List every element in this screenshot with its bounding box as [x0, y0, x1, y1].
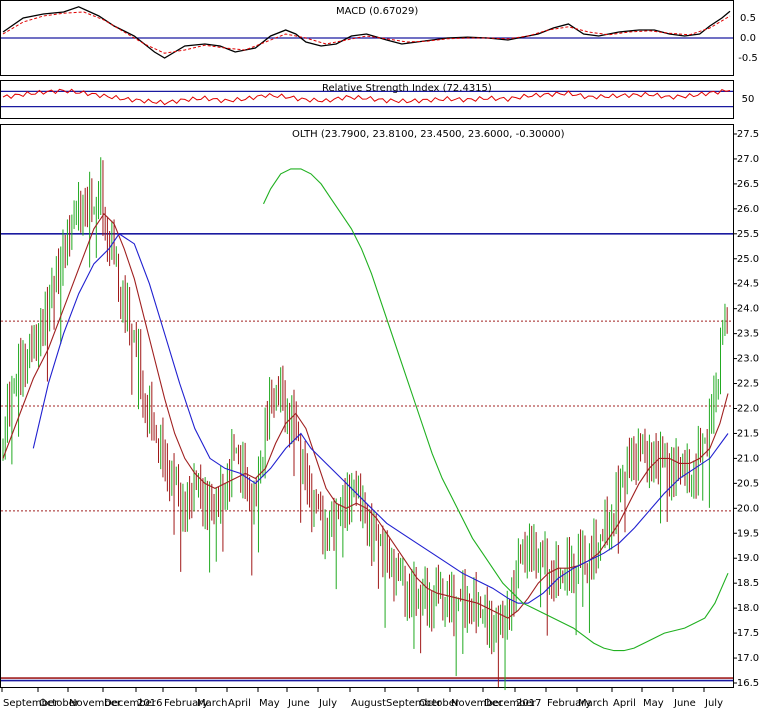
macd-signal-line	[2, 11, 731, 54]
price-tick-label: 21.0	[737, 453, 759, 464]
x-tick-label: November	[69, 698, 122, 709]
price-tick-label: 16.5	[737, 678, 759, 689]
x-tick-label: July	[704, 698, 723, 709]
x-tick-label: 2016	[137, 698, 162, 709]
x-tick-label: September	[3, 698, 59, 709]
price-tick-label: 18.0	[737, 603, 759, 614]
price-tick-label: 24.5	[737, 279, 759, 290]
price-ma-long-line	[263, 168, 729, 652]
price-tick-label: 19.0	[737, 553, 759, 564]
price-tick-label: 17.5	[737, 628, 759, 639]
price-panel-frame	[0, 124, 734, 688]
price-tick-label: 27.0	[737, 154, 759, 165]
price-tick-label: 22.0	[737, 403, 759, 414]
x-tick-label: March	[197, 698, 227, 709]
price-tick-label: 24.0	[737, 304, 759, 315]
x-tick-label: July	[318, 698, 337, 709]
macd-tick-label: 0.5	[740, 13, 756, 24]
macd-macd-line	[2, 6, 731, 59]
x-tick-label: 2017	[516, 698, 541, 709]
x-tick-label: May	[259, 698, 280, 709]
x-tick-label: May	[643, 698, 664, 709]
x-tick-label: October	[419, 698, 460, 709]
rsi-panel-frame	[0, 80, 734, 119]
rsi-tick-label: 50	[742, 94, 755, 105]
rsi-line	[2, 88, 731, 106]
price-tick-label: 25.0	[737, 254, 759, 265]
price-tick-label: 20.5	[737, 478, 759, 489]
x-tick-label: August	[351, 698, 386, 709]
price-panel: 27.5 27.0 26.5 26.0 25.5 25.0 24.5 24.0 23.5 23.0…	[1, 129, 759, 709]
x-tick-label: September	[386, 698, 442, 709]
price-tick-label: 23.5	[737, 329, 759, 340]
macd-title: MACD (0.67029)	[336, 6, 418, 17]
rsi-panel: 50	[1, 88, 755, 108]
x-tick-label: April	[613, 698, 636, 709]
x-tick-label: June	[287, 698, 310, 709]
x-tick-label: March	[578, 698, 608, 709]
x-tick-label: June	[673, 698, 696, 709]
x-tick-label: April	[228, 698, 251, 709]
price-tick-label: 20.0	[737, 503, 759, 514]
rsi-title: Relative Strength Index (72.4315)	[322, 83, 492, 94]
price-tick-label: 18.5	[737, 578, 759, 589]
price-ma-short-line	[2, 212, 729, 619]
macd-tick-label: -0.5	[738, 53, 758, 64]
x-tick-label: November	[451, 698, 504, 709]
x-tick-label: December	[104, 698, 157, 709]
price-tick-label: 17.0	[737, 653, 759, 664]
price-bars	[2, 157, 728, 691]
price-ma-medium-line	[32, 233, 729, 604]
price-tick-label: 26.0	[737, 204, 759, 215]
price-tick-label: 21.5	[737, 428, 759, 439]
x-tick-label: February	[547, 698, 591, 709]
x-tick-label: February	[164, 698, 208, 709]
macd-panel-frame	[0, 0, 734, 76]
price-tick-label: 22.5	[737, 379, 759, 390]
price-tick-label: 25.5	[737, 229, 759, 240]
price-tick-label: 23.0	[737, 354, 759, 365]
price-tick-label: 19.5	[737, 528, 759, 539]
x-tick-label: December	[484, 698, 537, 709]
macd-tick-label: 0.0	[740, 33, 756, 44]
price-tick-label: 27.5	[737, 129, 759, 140]
price-title: OLTH (23.7900, 23.8100, 23.4500, 23.6000…	[292, 129, 565, 140]
x-tick-label: October	[39, 698, 80, 709]
price-tick-label: 26.5	[737, 179, 759, 190]
macd-panel: 0.5 0.0 -0.5	[1, 6, 758, 64]
